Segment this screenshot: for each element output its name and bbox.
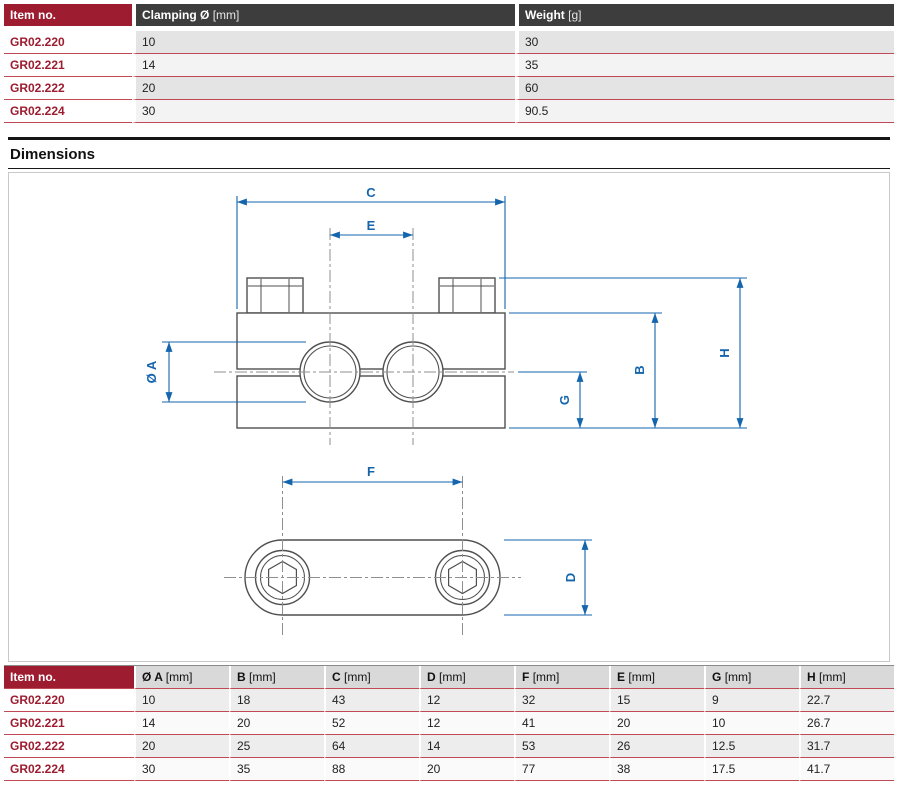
front-view	[236, 277, 506, 429]
dim-value-B: 20	[229, 712, 324, 735]
dim-value-E: 26	[609, 735, 704, 758]
table-row: GR02.222 20 60	[4, 77, 894, 100]
dim-value-F: 32	[514, 689, 609, 712]
table-row: GR02.222 20 25 64 14 53 26 12.5 31.7	[4, 735, 894, 758]
dim-label-G: G	[557, 395, 572, 405]
dim-value-E: 20	[609, 712, 704, 735]
weight-value: 30	[515, 26, 894, 54]
col-header-item-no: Item no.	[4, 4, 132, 26]
dim-value-D: 12	[419, 712, 514, 735]
col-header-F: F [mm]	[514, 666, 609, 689]
section-divider-thick	[8, 137, 890, 140]
dim-label-dia-A: Ø A	[144, 360, 159, 383]
dimensions-panel: C E Ø A G B H	[8, 172, 890, 662]
col-header-B: B [mm]	[229, 666, 324, 689]
dim-label-C: C	[366, 185, 376, 200]
front-centerlines	[214, 228, 514, 445]
dim-value-C: 52	[324, 712, 419, 735]
table-row: GR02.221 14 20 52 12 41 20 10 26.7	[4, 712, 894, 735]
col-header-clamping: Clamping Ø [mm]	[132, 4, 515, 26]
col-header-E: E [mm]	[609, 666, 704, 689]
table-header-row: Item no. Ø A [mm] B [mm] C [mm] D [mm] F…	[4, 666, 894, 689]
dim-label-E: E	[367, 218, 376, 233]
screw-head-right	[438, 277, 496, 314]
dim-value-G: 12.5	[704, 735, 799, 758]
dim-value-F: 53	[514, 735, 609, 758]
dim-value-D: 14	[419, 735, 514, 758]
dim-value-A: 10	[134, 689, 229, 712]
dim-value-C: 64	[324, 735, 419, 758]
dim-value-E: 38	[609, 758, 704, 781]
clamping-value: 20	[132, 77, 515, 100]
clamping-value: 10	[132, 26, 515, 54]
weight-value: 35	[515, 54, 894, 77]
section-divider-thin	[8, 168, 890, 169]
bottom-dimensions	[282, 478, 592, 616]
dim-value-H: 22.7	[799, 689, 894, 712]
dim-value-A: 14	[134, 712, 229, 735]
dim-value-B: 18	[229, 689, 324, 712]
dim-value-C: 88	[324, 758, 419, 781]
screw-head-left	[246, 277, 304, 314]
table-row: GR02.224 30 35 88 20 77 38 17.5 41.7	[4, 758, 894, 781]
clamping-value: 14	[132, 54, 515, 77]
technical-drawing: C E Ø A G B H	[144, 185, 747, 636]
table-header-row: Item no. Clamping Ø [mm] Weight [g]	[4, 4, 894, 26]
dim-value-G: 10	[704, 712, 799, 735]
item-number: GR02.220	[4, 689, 134, 712]
table-row: GR02.221 14 35	[4, 54, 894, 77]
datasheet-page: Item no. Clamping Ø [mm] Weight [g] GR02…	[4, 4, 894, 781]
weight-value: 90.5	[515, 100, 894, 123]
dim-value-E: 15	[609, 689, 704, 712]
item-number: GR02.222	[4, 77, 132, 100]
item-number: GR02.221	[4, 712, 134, 735]
dim-value-F: 41	[514, 712, 609, 735]
item-number: GR02.224	[4, 758, 134, 781]
dim-label-B: B	[632, 365, 647, 374]
dim-value-G: 17.5	[704, 758, 799, 781]
col-header-weight: Weight [g]	[515, 4, 894, 26]
dim-value-H: 41.7	[799, 758, 894, 781]
table-row: GR02.220 10 30	[4, 26, 894, 54]
upper-clamp-plate	[236, 312, 506, 370]
col-header-item-no: Item no.	[4, 666, 134, 689]
clamping-weight-table: Item no. Clamping Ø [mm] Weight [g] GR02…	[4, 4, 894, 123]
dim-label-F: F	[367, 464, 375, 479]
dim-value-B: 25	[229, 735, 324, 758]
item-number: GR02.222	[4, 735, 134, 758]
col-header-D: D [mm]	[419, 666, 514, 689]
bottom-centerlines	[224, 476, 521, 636]
dim-value-D: 20	[419, 758, 514, 781]
dim-label-D: D	[563, 573, 578, 582]
item-number: GR02.224	[4, 100, 132, 123]
clamping-value: 30	[132, 100, 515, 123]
col-header-C: C [mm]	[324, 666, 419, 689]
table-row: GR02.220 10 18 43 12 32 15 9 22.7	[4, 689, 894, 712]
table-row: GR02.224 30 90.5	[4, 100, 894, 123]
dimensions-table: Item no. Ø A [mm] B [mm] C [mm] D [mm] F…	[4, 665, 894, 781]
dim-value-H: 31.7	[799, 735, 894, 758]
dim-value-G: 9	[704, 689, 799, 712]
dim-value-B: 35	[229, 758, 324, 781]
item-number: GR02.220	[4, 26, 132, 54]
section-title: Dimensions	[10, 146, 96, 163]
dim-value-H: 26.7	[799, 712, 894, 735]
dim-value-D: 12	[419, 689, 514, 712]
item-number: GR02.221	[4, 54, 132, 77]
dim-value-A: 20	[134, 735, 229, 758]
dim-label-H: H	[717, 348, 732, 357]
dim-value-C: 43	[324, 689, 419, 712]
dim-value-A: 30	[134, 758, 229, 781]
weight-value: 60	[515, 77, 894, 100]
dim-value-F: 77	[514, 758, 609, 781]
col-header-H: H [mm]	[799, 666, 894, 689]
col-header-G: G [mm]	[704, 666, 799, 689]
front-dimensions	[162, 196, 747, 429]
col-header-dia-A: Ø A [mm]	[134, 666, 229, 689]
